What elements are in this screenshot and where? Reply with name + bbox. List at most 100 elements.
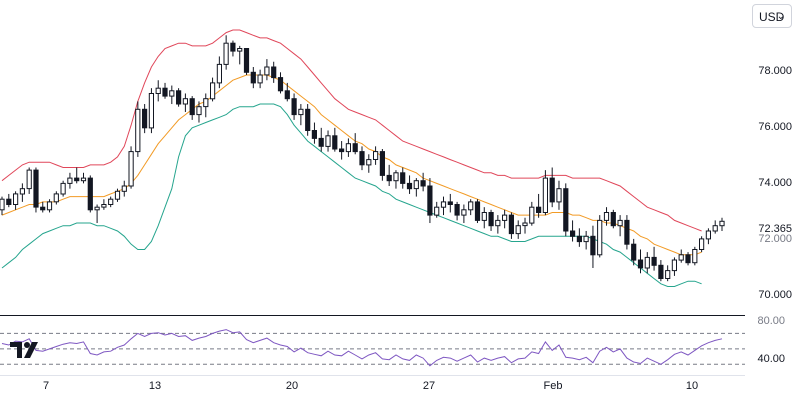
candle-body-up [135, 108, 141, 153]
candle [53, 191, 59, 205]
candle [101, 199, 107, 210]
candle-body-down [74, 177, 80, 182]
candle-body-down [651, 256, 657, 266]
candle-body-up [719, 220, 725, 227]
candle-body-up [597, 219, 603, 256]
candle [19, 183, 25, 202]
candle-body-up [121, 185, 127, 192]
candle [719, 217, 725, 231]
candle [420, 172, 426, 192]
candle-body-up [468, 201, 474, 211]
candle [196, 101, 202, 123]
candle [495, 215, 501, 234]
candle-body-up [522, 222, 528, 227]
rsi-level-lines [0, 332, 745, 365]
candle-body-down [610, 212, 616, 227]
candle [67, 172, 73, 189]
candle [325, 130, 331, 152]
candle [597, 215, 603, 258]
candle [603, 207, 610, 226]
candle [60, 180, 66, 197]
candle-body-down [332, 135, 338, 150]
y-tick-label: 70.000 [758, 289, 792, 301]
candle-body-down [284, 90, 290, 100]
candle [468, 199, 474, 216]
candle-body-down [400, 172, 406, 184]
last-price-label: 72.365 [758, 223, 792, 235]
tradingview-logo-icon[interactable] [10, 340, 44, 360]
candle [529, 201, 535, 226]
candle-body-up [19, 188, 25, 195]
price-axis[interactable]: 78.000 76.000 74.000 72.000 70.000 72.36… [758, 65, 792, 301]
candle-body-up [0, 198, 5, 211]
candle-body-up [257, 74, 263, 84]
candle-body-down [447, 201, 453, 205]
candle [189, 96, 195, 120]
rsi-line [1, 329, 723, 367]
candle [705, 228, 711, 245]
candle-body-down [359, 151, 365, 166]
candle-body-up [434, 206, 440, 216]
candle [379, 148, 385, 181]
candle [651, 246, 657, 271]
candle-body-down [420, 180, 426, 187]
candle-body-down [230, 42, 236, 52]
candle [311, 122, 317, 144]
candle-body-up [264, 66, 270, 76]
candle-body-up [210, 82, 216, 100]
candle-body-down [339, 148, 345, 153]
candle [13, 191, 19, 210]
candle-body-down [291, 98, 297, 116]
candle [427, 178, 433, 224]
candle-body-up [203, 98, 209, 108]
candle [447, 193, 453, 213]
candle [345, 138, 351, 157]
candle [108, 196, 114, 208]
currency-label: USD [759, 10, 785, 24]
currency-selector[interactable]: USD ⌄ [752, 4, 792, 28]
candle-body-up [80, 177, 87, 182]
candle [135, 101, 141, 157]
candle-body-up [699, 238, 705, 250]
candle [305, 104, 311, 136]
candle-body-down [352, 143, 358, 153]
candle [162, 82, 168, 99]
candle [671, 257, 677, 276]
candle-body-down [631, 243, 637, 261]
candle [87, 175, 93, 213]
candle [488, 209, 494, 231]
candle-body-down [658, 264, 664, 279]
candle-body-up [373, 151, 379, 161]
candle-body-up [671, 259, 677, 272]
time-axis[interactable]: 7 13 20 27 Feb 10 [43, 380, 698, 392]
candle [291, 93, 297, 120]
candle [80, 172, 87, 184]
candle-body-up [108, 198, 114, 205]
candle-body-up [60, 182, 66, 195]
candle-body-up [298, 108, 304, 116]
chevron-down-icon: ⌄ [776, 11, 785, 22]
candle [237, 45, 243, 65]
candle [699, 236, 705, 253]
candle [250, 67, 256, 89]
candle-series [0, 35, 725, 282]
candle-body-down [189, 98, 195, 116]
candle [637, 249, 644, 274]
candle [216, 56, 223, 89]
candle-body-up [366, 159, 372, 166]
candle-body-up [712, 225, 718, 232]
y-tick-label: 76.000 [758, 121, 792, 133]
candle [536, 193, 542, 218]
candle [352, 133, 358, 155]
candle [298, 104, 304, 126]
candle [373, 146, 379, 165]
candle-body-up [603, 212, 610, 221]
x-tick-label: 27 [423, 380, 435, 392]
candle [203, 93, 209, 118]
candle [549, 167, 555, 208]
candle-body-down [87, 177, 93, 211]
y-tick-label: 72.000 [758, 233, 792, 245]
rsi-axis[interactable]: 80.00 40.00 [757, 315, 785, 365]
candle-body-down [379, 151, 385, 176]
